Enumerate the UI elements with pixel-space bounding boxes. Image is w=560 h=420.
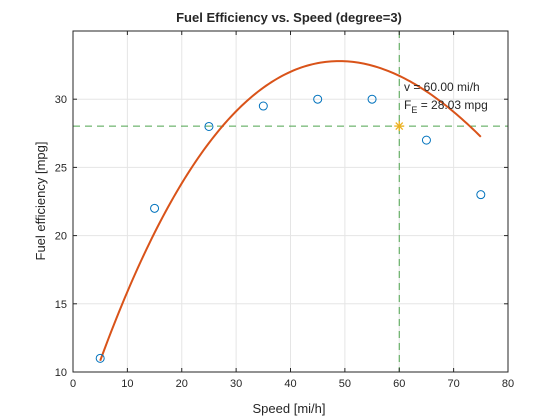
data-point [204,121,214,131]
x-tick-label: 80 [502,378,514,390]
highlight-stroke [395,122,404,131]
chart-title: Fuel Efficiency vs. Speed (degree=3) [176,10,402,25]
x-tick-label: 20 [176,378,188,390]
data-markers [95,94,486,363]
y-tick-label: 30 [55,94,67,106]
y-tick-label: 15 [55,299,67,311]
fit-curve-layer [99,60,482,362]
guide-lines [73,31,508,372]
x-tick-label: 0 [70,378,76,390]
y-axis-label: Fuel efficiency [mpg] [33,142,48,261]
annotation-efficiency: FE = 28.03 mpg [404,98,488,115]
data-point [313,94,323,104]
annotation-speed: v = 60.00 mi/h [404,80,480,94]
annotation-value: = 28.03 mpg [417,98,487,112]
highlight-marker [394,121,405,132]
x-tick-label: 30 [230,378,242,390]
data-point [421,135,431,145]
data-point [258,101,268,111]
x-tick-label: 60 [393,378,405,390]
x-tick-label: 70 [448,378,460,390]
x-axis-label: Speed [mi/h] [253,401,326,416]
annotation-subscript: E [411,105,417,115]
axes [72,30,509,373]
highlight-layer [394,121,405,132]
y-tick-label: 25 [55,162,67,174]
y-tick-label: 20 [55,231,67,243]
annotation-symbol: F [404,98,411,112]
data-point [95,353,105,363]
data-point [367,94,377,104]
x-tick-label: 50 [339,378,351,390]
x-tick-label: 10 [121,378,133,390]
data-point [476,190,486,200]
y-tick-label: 10 [55,367,67,379]
x-tick-label: 40 [284,378,296,390]
grid [72,31,509,373]
fit-curve [99,60,482,362]
data-point [150,203,160,213]
